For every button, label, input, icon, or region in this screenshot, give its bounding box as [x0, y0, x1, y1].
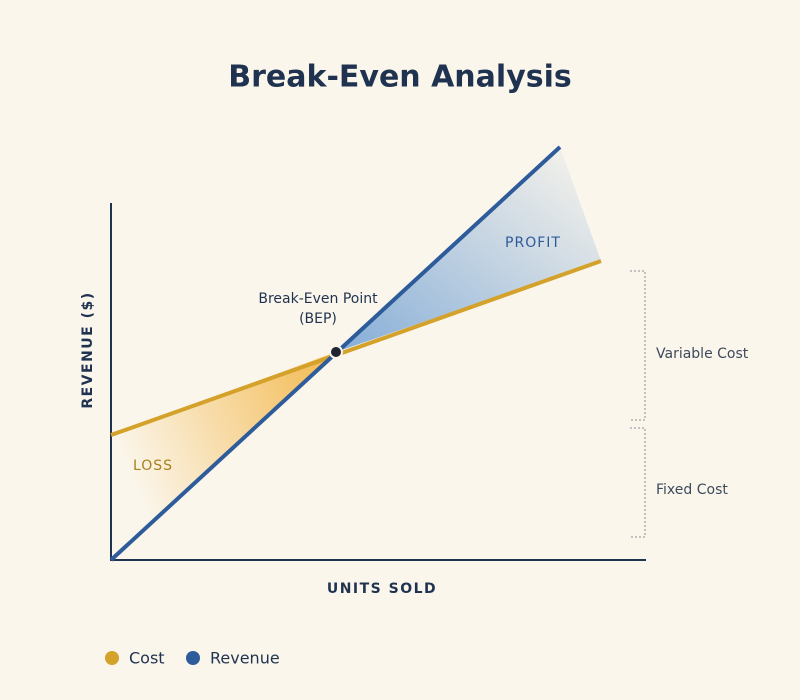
legend-marker: [105, 651, 119, 665]
variable-bracket: [630, 270, 646, 421]
cost-line: [110, 259, 602, 437]
legend-label: Cost: [129, 649, 165, 668]
fixed-bracket: [630, 427, 646, 538]
profit-label: PROFIT: [505, 235, 561, 251]
fixed-cost-label: Fixed Cost: [656, 482, 728, 498]
legend-label: Revenue: [210, 649, 280, 668]
x-axis-label: UNITS SOLD: [327, 581, 437, 597]
y-axis-label: REVENUE ($): [80, 291, 96, 408]
variable-cost-label: Variable Cost: [656, 346, 749, 362]
bep-point: [329, 345, 343, 359]
title: Break-Even Analysis: [228, 60, 572, 95]
legend: Cost Revenue: [105, 649, 280, 668]
legend-marker: [186, 651, 200, 665]
bep-label: (BEP): [299, 311, 337, 327]
bep-label: Break-Even Point: [258, 291, 378, 307]
loss-label: LOSS: [133, 458, 173, 474]
profit-area: [336, 147, 601, 352]
